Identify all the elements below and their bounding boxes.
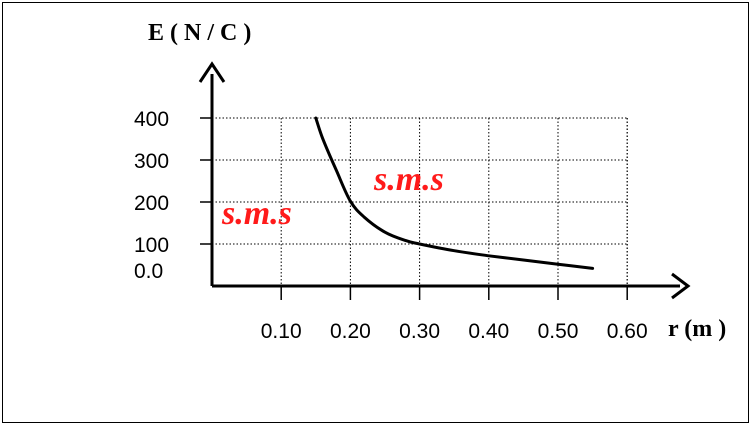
x-tick-label: 0.20	[330, 320, 371, 343]
x-tick-label: 0.10	[261, 320, 302, 343]
x-axis-arrowhead	[671, 272, 691, 300]
series	[314, 116, 595, 270]
x-tick-label: 0.50	[538, 320, 579, 343]
y-tick-label: 300	[134, 150, 169, 173]
y-tick-labels: 0.0 100 200 300 400	[134, 108, 212, 283]
chart-frame	[2, 2, 749, 423]
series-line	[314, 116, 595, 270]
x-tick-label: 0.60	[607, 320, 648, 343]
y-tick-label: 200	[134, 192, 169, 215]
x-tick-label: 0.40	[468, 320, 509, 343]
y-axis-title: E ( N / C )	[148, 20, 251, 46]
x-tick-label: 0.30	[399, 320, 440, 343]
watermark-annotation-left: s.m.s	[221, 195, 292, 232]
watermark-annotation-right: s.m.s	[373, 161, 444, 198]
axes	[198, 61, 691, 300]
x-tick-labels: 0.10 0.20 0.30 0.40 0.50 0.60	[261, 286, 648, 343]
x-axis-title: r (m )	[668, 316, 726, 342]
y-tick-label: 100	[134, 234, 169, 257]
y-tick-label: 0.0	[134, 260, 163, 283]
y-axis-arrowhead	[198, 61, 226, 83]
y-tick-label: 400	[134, 108, 169, 131]
